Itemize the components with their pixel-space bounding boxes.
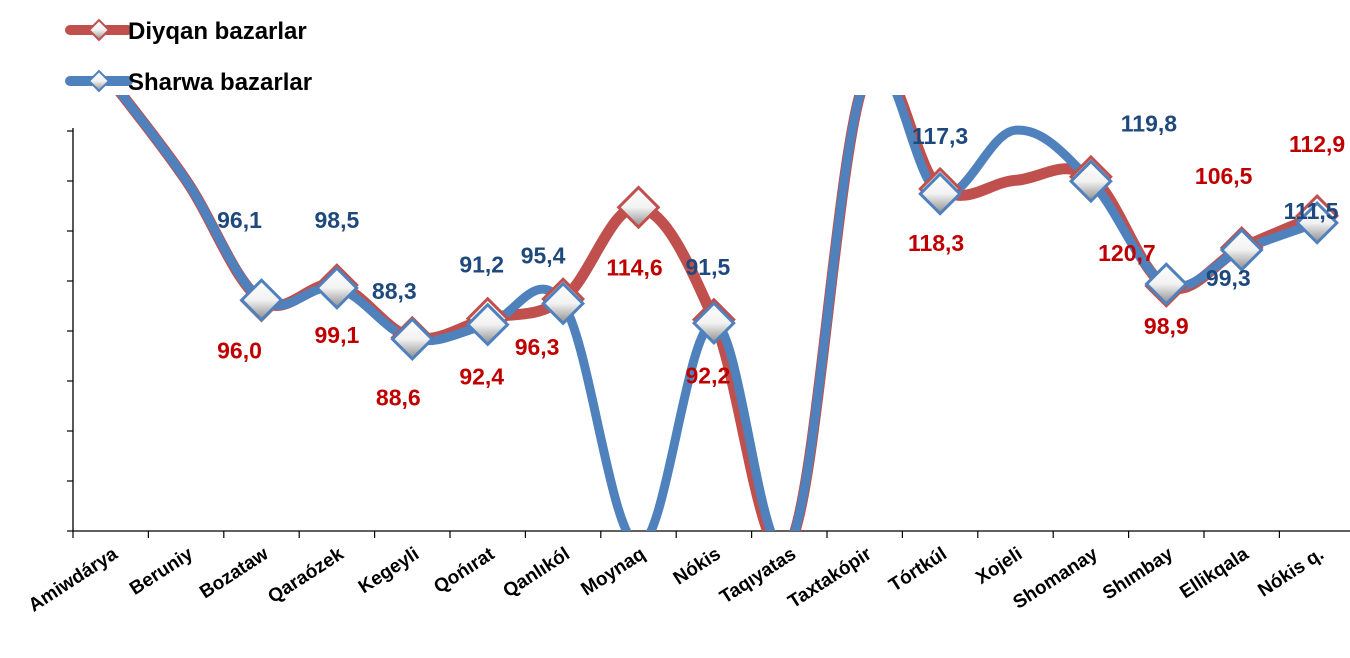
y-axis-ticks (67, 130, 73, 532)
data-point-marker (239, 278, 284, 322)
x-tick-label: Qońırat (430, 543, 499, 598)
data-label: 119,8 (1121, 110, 1177, 136)
data-label: 92,4 (459, 364, 504, 390)
data-label: 120,7 (1098, 240, 1156, 266)
x-tick-label: Nókis (670, 544, 725, 590)
data-label: 96,0 (217, 338, 262, 364)
data-label: 118,3 (908, 230, 964, 256)
data-point-marker (314, 266, 359, 310)
data-point-marker (918, 171, 963, 216)
data-label: 99,1 (315, 322, 360, 348)
x-tick-label: Ellikqala (1176, 543, 1252, 603)
data-label: 114,6 (606, 254, 662, 280)
x-tick-label: Xojeli (972, 544, 1026, 589)
legend-label-sharwa: Sharwa bazarlar (128, 69, 312, 96)
x-tick-label: Beruniy (126, 543, 197, 599)
data-labels: 96,0 99,1 88,6 92,4 96,3 114,6 92,2 118,3 120,7 9… (217, 110, 1345, 411)
data-label: 95,4 (521, 243, 566, 269)
data-point-marker (691, 301, 736, 346)
x-axis-ticks (72, 531, 1281, 538)
x-tick-label: Amiwdárya (25, 543, 122, 616)
data-label: 106,5 (1195, 163, 1253, 189)
legend-marker-diyqan (87, 18, 111, 42)
data-label: 98,9 (1144, 313, 1189, 339)
data-label: 88,6 (376, 385, 421, 411)
data-label: 99,3 (1206, 265, 1251, 291)
data-point-marker (390, 317, 435, 362)
x-tick-label: Qaraózek (264, 543, 348, 607)
data-point-marker (465, 302, 510, 347)
x-tick-label: Nókis q. (1254, 544, 1327, 602)
data-label: 111,5 (1284, 198, 1339, 224)
legend: Diyqan bazarlar Sharwa bazarlar (65, 18, 312, 96)
data-label: 96,1 (217, 207, 262, 233)
legend-marker-sharwa (87, 69, 111, 93)
data-point-marker (616, 185, 661, 230)
series-markers (239, 154, 1340, 362)
data-label: 88,3 (372, 278, 417, 304)
data-label: 91,2 (459, 252, 504, 278)
data-label: 91,5 (686, 254, 731, 280)
data-label: 98,5 (315, 207, 360, 233)
data-label: 112,9 (1289, 131, 1345, 157)
x-tick-label: Taxtakópir (785, 543, 876, 613)
x-tick-label: Shımbay (1099, 543, 1177, 604)
data-label: 96,3 (515, 334, 560, 360)
data-point-marker (1219, 228, 1264, 272)
data-point-marker (541, 281, 586, 326)
data-point-marker (1144, 262, 1189, 306)
x-tick-label: Shomanay (1010, 543, 1102, 613)
legend-item-diyqan: Diyqan bazarlar (65, 18, 307, 45)
legend-label-diyqan: Diyqan bazarlar (128, 18, 307, 45)
x-tick-label: Tórtkúl (885, 544, 950, 597)
data-label: 117,3 (912, 123, 968, 149)
data-point-marker (1068, 159, 1113, 204)
data-label: 92,2 (686, 363, 731, 389)
data-point-marker (1295, 200, 1340, 245)
x-tick-label: Qanlıkól (500, 544, 574, 602)
x-tick-label: Bozataw (196, 543, 272, 603)
x-tick-label: Kegeyli (355, 544, 423, 598)
legend-item-sharwa: Sharwa bazarlar (65, 69, 312, 96)
x-tick-label: Moynaq (578, 544, 650, 601)
